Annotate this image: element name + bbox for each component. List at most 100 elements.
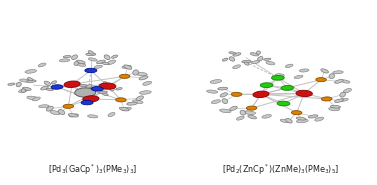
Ellipse shape (108, 112, 115, 117)
Ellipse shape (122, 107, 131, 111)
Ellipse shape (256, 51, 261, 54)
Ellipse shape (59, 59, 70, 62)
Ellipse shape (277, 101, 290, 106)
Text: $\mathregular{[Pd_3(GaCp^*)_3(PMe_3)_3]}$: $\mathregular{[Pd_3(GaCp^*)_3(PMe_3)_3]}… (48, 163, 137, 177)
Ellipse shape (275, 74, 284, 76)
Ellipse shape (112, 55, 118, 58)
Ellipse shape (139, 76, 148, 80)
Ellipse shape (72, 55, 78, 60)
Ellipse shape (222, 99, 228, 104)
Ellipse shape (271, 75, 284, 80)
Ellipse shape (86, 89, 92, 93)
Ellipse shape (229, 52, 236, 54)
Ellipse shape (116, 88, 122, 90)
Ellipse shape (296, 90, 313, 97)
Ellipse shape (343, 88, 351, 93)
Ellipse shape (119, 107, 129, 111)
Ellipse shape (102, 62, 109, 65)
Ellipse shape (280, 119, 291, 123)
Ellipse shape (133, 70, 139, 75)
Ellipse shape (27, 96, 38, 100)
Ellipse shape (341, 80, 350, 83)
Ellipse shape (329, 107, 340, 111)
Ellipse shape (63, 56, 71, 58)
Ellipse shape (322, 97, 332, 101)
Ellipse shape (25, 70, 37, 73)
Ellipse shape (242, 60, 251, 63)
Ellipse shape (68, 114, 78, 117)
Ellipse shape (107, 60, 116, 64)
Text: $\mathregular{[Pd_2(ZnCp^*)(ZnMe)_3(PMe_3)_5]}$: $\mathregular{[Pd_2(ZnCp^*)(ZnMe)_3(PMe_… (222, 163, 339, 177)
Ellipse shape (77, 60, 85, 64)
Ellipse shape (331, 105, 340, 108)
Ellipse shape (321, 69, 328, 73)
Ellipse shape (222, 58, 228, 61)
Ellipse shape (281, 85, 294, 90)
Ellipse shape (20, 79, 31, 82)
Ellipse shape (18, 89, 28, 92)
Ellipse shape (91, 87, 103, 91)
Ellipse shape (32, 97, 40, 101)
Ellipse shape (296, 119, 308, 123)
Ellipse shape (77, 63, 86, 66)
Ellipse shape (100, 83, 116, 89)
Ellipse shape (50, 111, 60, 115)
Ellipse shape (335, 80, 343, 83)
Ellipse shape (219, 109, 231, 113)
Ellipse shape (21, 89, 25, 92)
Ellipse shape (8, 83, 15, 85)
Ellipse shape (16, 82, 21, 87)
Ellipse shape (46, 106, 53, 111)
Ellipse shape (218, 87, 228, 90)
Ellipse shape (233, 53, 241, 56)
Ellipse shape (124, 65, 132, 69)
Ellipse shape (333, 71, 343, 74)
Ellipse shape (296, 117, 306, 120)
Ellipse shape (316, 78, 326, 82)
Ellipse shape (231, 92, 242, 96)
Ellipse shape (233, 65, 241, 69)
Ellipse shape (136, 73, 147, 76)
Ellipse shape (120, 74, 130, 78)
Ellipse shape (38, 63, 46, 67)
Ellipse shape (248, 115, 256, 119)
Ellipse shape (251, 61, 260, 64)
Ellipse shape (39, 105, 49, 108)
Ellipse shape (97, 60, 105, 64)
Ellipse shape (51, 81, 57, 84)
Ellipse shape (74, 62, 78, 65)
Ellipse shape (266, 61, 275, 65)
Ellipse shape (109, 87, 114, 91)
Ellipse shape (260, 83, 273, 88)
Ellipse shape (244, 62, 249, 65)
Ellipse shape (139, 91, 151, 94)
Ellipse shape (262, 115, 271, 118)
Ellipse shape (94, 65, 103, 68)
Ellipse shape (133, 100, 143, 103)
Ellipse shape (87, 115, 98, 118)
Ellipse shape (116, 98, 126, 102)
Ellipse shape (339, 98, 348, 101)
Ellipse shape (88, 58, 97, 61)
Ellipse shape (240, 110, 245, 115)
Ellipse shape (102, 93, 108, 96)
Ellipse shape (220, 93, 227, 97)
Ellipse shape (46, 88, 54, 90)
Ellipse shape (334, 99, 343, 102)
Ellipse shape (81, 91, 85, 94)
Ellipse shape (99, 84, 107, 87)
Ellipse shape (291, 111, 302, 115)
Ellipse shape (23, 87, 31, 90)
Ellipse shape (86, 85, 92, 89)
Ellipse shape (64, 81, 80, 88)
Ellipse shape (257, 57, 263, 61)
Ellipse shape (41, 86, 48, 90)
Ellipse shape (264, 58, 271, 60)
Ellipse shape (285, 64, 293, 68)
Ellipse shape (230, 106, 237, 110)
Ellipse shape (88, 51, 93, 54)
Ellipse shape (75, 88, 96, 97)
Ellipse shape (294, 75, 303, 78)
Ellipse shape (51, 85, 63, 89)
Ellipse shape (207, 90, 218, 93)
